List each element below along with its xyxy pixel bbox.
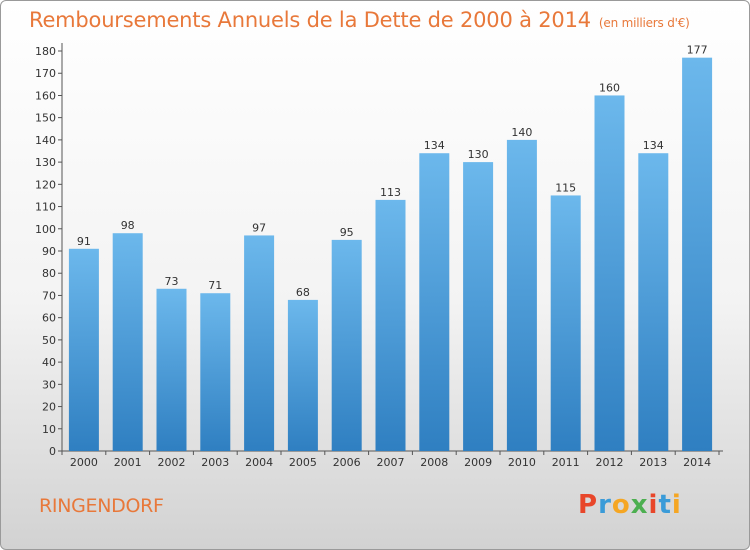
bar-value-label: 160: [599, 81, 620, 94]
bar-value-label: 177: [687, 44, 708, 57]
logo-letter: P: [578, 490, 599, 520]
x-tick-label: 2004: [245, 456, 273, 469]
bar-value-label: 68: [296, 286, 310, 299]
bar-value-label: 134: [643, 139, 664, 152]
y-tick-label: 130: [35, 156, 56, 169]
y-tick-label: 70: [42, 289, 56, 302]
bar: [112, 233, 143, 451]
y-tick-label: 30: [42, 378, 56, 391]
x-tick-label: 2008: [420, 456, 448, 469]
bar-value-label: 140: [511, 126, 532, 139]
chart-title: Remboursements Annuels de la Dette de 20…: [29, 8, 690, 32]
y-tick-label: 180: [35, 45, 56, 58]
logo-letter: r: [598, 490, 612, 520]
bar: [550, 195, 581, 451]
y-tick-label: 50: [42, 334, 56, 347]
bar: [287, 299, 318, 451]
logo-letter: i: [671, 490, 682, 520]
y-tick-label: 40: [42, 356, 56, 369]
bar-value-label: 130: [468, 148, 489, 161]
y-tick-label: 10: [42, 423, 56, 436]
x-tick-label: 2005: [289, 456, 317, 469]
bar: [68, 248, 99, 451]
x-tick-label: 2002: [158, 456, 186, 469]
x-tick-label: 2009: [464, 456, 492, 469]
y-tick-label: 150: [35, 112, 56, 125]
proxiti-logo: Proxiti: [578, 490, 682, 520]
bar-value-label: 97: [252, 221, 266, 234]
logo-letter: x: [630, 490, 649, 520]
x-tick-label: 2000: [70, 456, 98, 469]
x-tick-label: 2007: [377, 456, 405, 469]
bar: [682, 57, 713, 452]
y-tick-label: 80: [42, 267, 56, 280]
title-unit: (en milliers d'€): [598, 16, 690, 30]
bar-value-label: 113: [380, 186, 401, 199]
bar-value-label: 98: [121, 219, 135, 232]
bar: [244, 235, 275, 451]
bar: [375, 199, 406, 451]
x-tick-label: 2013: [639, 456, 667, 469]
y-tick-label: 90: [42, 245, 56, 258]
x-tick-label: 2012: [596, 456, 624, 469]
bar: [419, 153, 450, 451]
x-tick-label: 2001: [114, 456, 142, 469]
y-tick-label: 60: [42, 312, 56, 325]
y-tick-label: 140: [35, 134, 56, 147]
bar: [506, 139, 537, 451]
y-tick-label: 170: [35, 67, 56, 80]
y-tick-label: 110: [35, 201, 56, 214]
x-tick-label: 2010: [508, 456, 536, 469]
logo-letter: t: [658, 490, 672, 520]
y-tick-label: 20: [42, 401, 56, 414]
bar-value-label: 73: [165, 275, 179, 288]
bar-value-label: 71: [208, 279, 222, 292]
y-tick-label: 100: [35, 223, 56, 236]
bar: [594, 95, 625, 451]
y-tick-label: 0: [49, 445, 56, 458]
bar-value-label: 134: [424, 139, 445, 152]
title-text: Remboursements Annuels de la Dette de 20…: [29, 8, 591, 32]
bar: [463, 162, 494, 451]
bar-value-label: 91: [77, 235, 91, 248]
x-tick-label: 2003: [201, 456, 229, 469]
x-tick-label: 2006: [333, 456, 361, 469]
bar: [200, 293, 231, 451]
bar: [156, 288, 187, 451]
logo-letter: o: [611, 490, 631, 520]
y-tick-label: 120: [35, 178, 56, 191]
bar-value-label: 115: [555, 181, 576, 194]
bar: [331, 239, 362, 451]
x-tick-label: 2011: [552, 456, 580, 469]
logo-letter: i: [648, 490, 659, 520]
city-name: RINGENDORF: [39, 495, 164, 517]
bar-chart: 0 10 20 30 40 50 60 70 80 90 100 110 120 130 140 150 160…: [35, 43, 723, 469]
x-tick-label: 2014: [683, 456, 711, 469]
y-tick-label: 160: [35, 89, 56, 102]
bar: [638, 153, 669, 451]
bar-value-label: 95: [340, 226, 354, 239]
